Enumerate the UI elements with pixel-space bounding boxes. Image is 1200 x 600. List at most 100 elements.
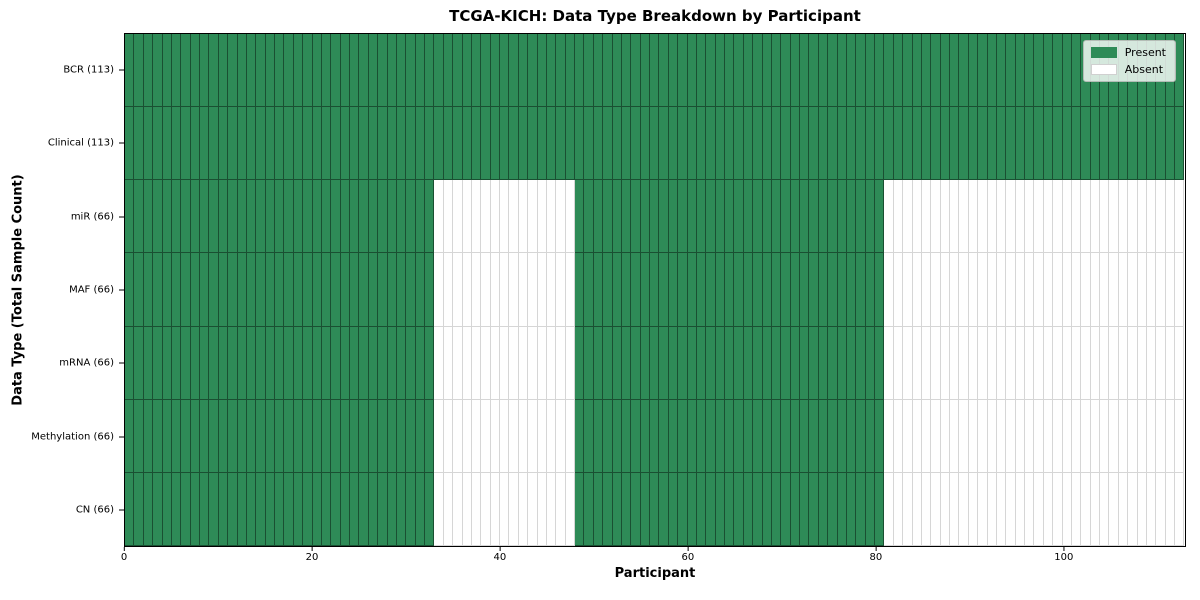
matrix-cell [359,326,369,400]
matrix-cell [556,253,566,327]
matrix-cell [734,399,744,473]
matrix-cell [340,253,350,327]
matrix-cell [453,399,463,473]
matrix-cell [490,34,500,108]
legend-label-present: Present [1124,46,1166,59]
matrix-cell [237,107,247,181]
matrix-cell [1109,326,1119,400]
matrix-cell [706,326,716,400]
matrix-cell [659,326,669,400]
matrix-cell [753,107,763,181]
matrix-cell [1043,399,1054,473]
y-tick-mark [119,69,124,71]
matrix-cell [528,326,538,400]
matrix-cell [978,399,988,473]
matrix-cell [996,472,1007,546]
matrix-cell [1156,107,1166,181]
matrix-cell [809,107,819,181]
matrix-cell [181,107,191,181]
matrix-cell [312,107,322,181]
matrix-row-methylation [125,399,1185,473]
matrix-cell [415,253,425,327]
matrix-cell [500,34,510,108]
matrix-cell [162,472,172,546]
matrix-cell [1156,180,1166,254]
matrix-cell [443,472,454,546]
matrix-cell [837,253,847,327]
matrix-cell [687,472,697,546]
matrix-cell [1043,253,1054,327]
matrix-cell [959,107,969,181]
matrix-cell [143,180,154,254]
matrix-cell [321,472,332,546]
matrix-cell [200,180,210,254]
matrix-cell [434,34,444,108]
matrix-cell [171,34,182,108]
matrix-cell [828,472,838,546]
matrix-cell [950,180,960,254]
matrix-cell [1034,180,1044,254]
matrix-cell [340,399,350,473]
matrix-cell [218,472,229,546]
matrix-cell [612,180,622,254]
matrix-cell [246,253,257,327]
matrix-cell [500,180,510,254]
matrix-cell [950,34,960,108]
matrix-cell [556,326,566,400]
x-tick-label: 20 [305,552,319,563]
matrix-cell [612,107,622,181]
legend: Present Absent [1082,40,1176,82]
matrix-cell [865,326,875,400]
matrix-cell [846,326,857,400]
matrix-cell [846,180,857,254]
matrix-cell [303,180,313,254]
matrix-cell [471,107,482,181]
matrix-cell [640,399,650,473]
matrix-cell [237,180,247,254]
x-tick-label: 100 [1054,552,1074,563]
matrix-cell [921,180,932,254]
matrix-cell [237,472,247,546]
matrix-cell [1175,399,1185,473]
matrix-cell [743,253,754,327]
matrix-cell [959,399,969,473]
matrix-cell [434,326,444,400]
matrix-cell [650,107,660,181]
matrix-cell [1043,326,1054,400]
matrix-cell [631,326,641,400]
matrix-cell [1053,472,1063,546]
matrix-cell [303,253,313,327]
matrix-cell [425,180,435,254]
legend-swatch-absent [1090,64,1117,75]
matrix-cell [1175,472,1185,546]
matrix-cell [893,326,904,400]
matrix-cell [200,34,210,108]
matrix-cell [462,472,472,546]
matrix-cell [865,253,875,327]
matrix-cell [350,180,360,254]
matrix-cell [471,180,482,254]
matrix-cell [884,399,894,473]
matrix-cell [781,326,791,400]
matrix-cell [790,253,800,327]
matrix-cell [1025,472,1035,546]
matrix-cell [762,107,772,181]
matrix-cell [1043,472,1054,546]
matrix-cell [931,107,941,181]
matrix-cell [181,253,191,327]
matrix-cell [968,180,979,254]
matrix-cell [1156,326,1166,400]
matrix-cell [950,472,960,546]
matrix-cell [537,180,547,254]
matrix-cell [293,472,304,546]
matrix-cell [256,472,266,546]
matrix-cell [1025,34,1035,108]
matrix-cell [481,399,491,473]
matrix-cell [312,326,322,400]
matrix-cell [1006,253,1016,327]
matrix-cell [603,253,613,327]
matrix-cell [762,180,772,254]
matrix-cell [753,399,763,473]
matrix-cell [575,34,585,108]
matrix-cell [668,34,679,108]
